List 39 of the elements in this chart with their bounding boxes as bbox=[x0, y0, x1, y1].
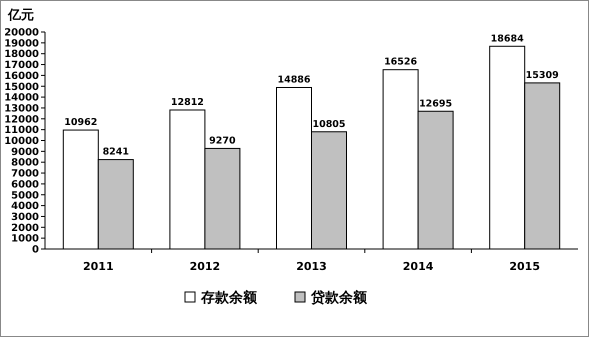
y-tick-label: 15000 bbox=[4, 82, 40, 93]
y-tick-label: 20000 bbox=[4, 28, 40, 38]
data-label: 9270 bbox=[209, 135, 236, 146]
y-tick-label: 1000 bbox=[11, 234, 40, 245]
y-tick-label: 5000 bbox=[11, 190, 40, 202]
y-tick-label: 16000 bbox=[4, 70, 40, 82]
y-tick-label: 19000 bbox=[4, 38, 40, 50]
y-tick-label: 8000 bbox=[11, 158, 40, 169]
y-tick-label: 3000 bbox=[11, 212, 40, 223]
y-tick-label: 6000 bbox=[11, 179, 40, 190]
y-tick-label: 13000 bbox=[4, 103, 40, 114]
y-tick-label: 10000 bbox=[4, 136, 40, 147]
x-tick-label: 2012 bbox=[190, 260, 220, 273]
y-tick-label: 2000 bbox=[11, 222, 40, 234]
y-tick-label: 4000 bbox=[11, 201, 40, 212]
y-tick-label: 0 bbox=[32, 244, 40, 256]
y-tick-label: 11000 bbox=[4, 125, 40, 136]
y-tick-label: 17000 bbox=[4, 60, 40, 72]
data-label: 12695 bbox=[419, 98, 452, 110]
data-label: 15309 bbox=[526, 70, 559, 81]
legend-label: 存款余额 bbox=[200, 289, 258, 306]
y-tick-label: 14000 bbox=[4, 92, 40, 104]
data-label: 18684 bbox=[490, 33, 524, 44]
y-tick-label: 12000 bbox=[4, 114, 40, 126]
data-label: 8241 bbox=[102, 146, 130, 158]
x-tick-label: 2011 bbox=[82, 260, 114, 273]
x-tick-label: 2013 bbox=[296, 260, 327, 273]
y-tick-label: 7000 bbox=[11, 168, 40, 180]
y-tick-label: 9000 bbox=[11, 146, 40, 158]
data-label: 16526 bbox=[384, 56, 418, 68]
data-label: 12812 bbox=[170, 96, 204, 108]
legend-label: 贷款余额 bbox=[310, 289, 368, 306]
y-axis-title: 亿元 bbox=[7, 8, 34, 23]
x-tick-label: 2015 bbox=[509, 260, 540, 273]
data-label: 10962 bbox=[64, 117, 98, 128]
data-label: 14886 bbox=[277, 74, 311, 86]
y-tick-label: 18000 bbox=[4, 49, 40, 60]
x-tick-label: 2014 bbox=[402, 260, 434, 273]
data-label: 10805 bbox=[312, 118, 346, 130]
